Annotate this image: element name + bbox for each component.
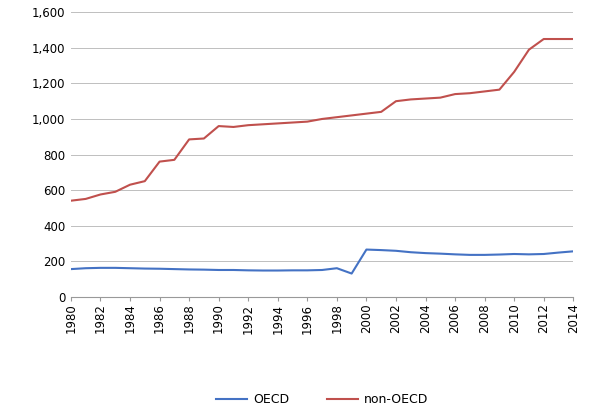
non-OECD — [481, 89, 488, 94]
OECD — [540, 251, 547, 256]
non-OECD — [555, 37, 562, 42]
OECD — [511, 251, 518, 256]
non-OECD — [67, 198, 74, 203]
non-OECD — [304, 119, 311, 124]
non-OECD — [348, 113, 355, 118]
OECD — [363, 247, 370, 252]
OECD — [466, 253, 473, 258]
Legend: OECD, non-OECD: OECD, non-OECD — [210, 388, 434, 411]
OECD — [97, 265, 104, 270]
OECD — [215, 267, 222, 272]
OECD — [319, 267, 326, 272]
non-OECD — [259, 122, 267, 127]
non-OECD — [525, 47, 532, 52]
non-OECD — [466, 91, 473, 96]
non-OECD — [97, 192, 104, 197]
non-OECD — [540, 37, 547, 42]
non-OECD — [126, 182, 134, 187]
OECD — [82, 266, 89, 271]
non-OECD — [274, 121, 281, 126]
OECD — [437, 251, 444, 256]
non-OECD — [378, 109, 385, 114]
non-OECD — [452, 91, 459, 96]
OECD — [141, 266, 148, 271]
non-OECD — [511, 69, 518, 74]
OECD — [570, 249, 577, 254]
OECD — [274, 268, 281, 273]
non-OECD — [496, 87, 503, 92]
non-OECD — [171, 157, 178, 162]
OECD — [156, 266, 163, 271]
OECD — [304, 268, 311, 273]
OECD — [422, 250, 429, 255]
OECD — [230, 267, 237, 272]
OECD — [259, 268, 267, 273]
non-OECD — [156, 159, 163, 164]
non-OECD — [363, 111, 370, 116]
OECD — [392, 248, 400, 253]
Line: OECD: OECD — [71, 250, 573, 274]
non-OECD — [407, 97, 414, 102]
non-OECD — [112, 190, 119, 194]
OECD — [555, 250, 562, 255]
OECD — [525, 252, 532, 257]
non-OECD — [570, 37, 577, 42]
non-OECD — [289, 120, 296, 125]
OECD — [245, 268, 252, 273]
non-OECD — [215, 124, 222, 129]
OECD — [112, 265, 119, 270]
OECD — [378, 248, 385, 253]
OECD — [67, 267, 74, 272]
non-OECD — [392, 99, 400, 104]
OECD — [289, 268, 296, 273]
non-OECD — [422, 96, 429, 101]
OECD — [200, 267, 207, 272]
OECD — [481, 253, 488, 258]
OECD — [407, 250, 414, 255]
non-OECD — [245, 123, 252, 128]
non-OECD — [319, 117, 326, 122]
non-OECD — [186, 137, 193, 142]
non-OECD — [230, 124, 237, 129]
non-OECD — [333, 115, 340, 119]
OECD — [171, 267, 178, 272]
OECD — [452, 252, 459, 257]
OECD — [348, 271, 355, 276]
non-OECD — [141, 179, 148, 184]
non-OECD — [200, 136, 207, 141]
OECD — [333, 266, 340, 271]
OECD — [496, 252, 503, 257]
Line: non-OECD: non-OECD — [71, 39, 573, 201]
non-OECD — [82, 197, 89, 201]
OECD — [126, 266, 134, 271]
non-OECD — [437, 95, 444, 100]
OECD — [186, 267, 193, 272]
